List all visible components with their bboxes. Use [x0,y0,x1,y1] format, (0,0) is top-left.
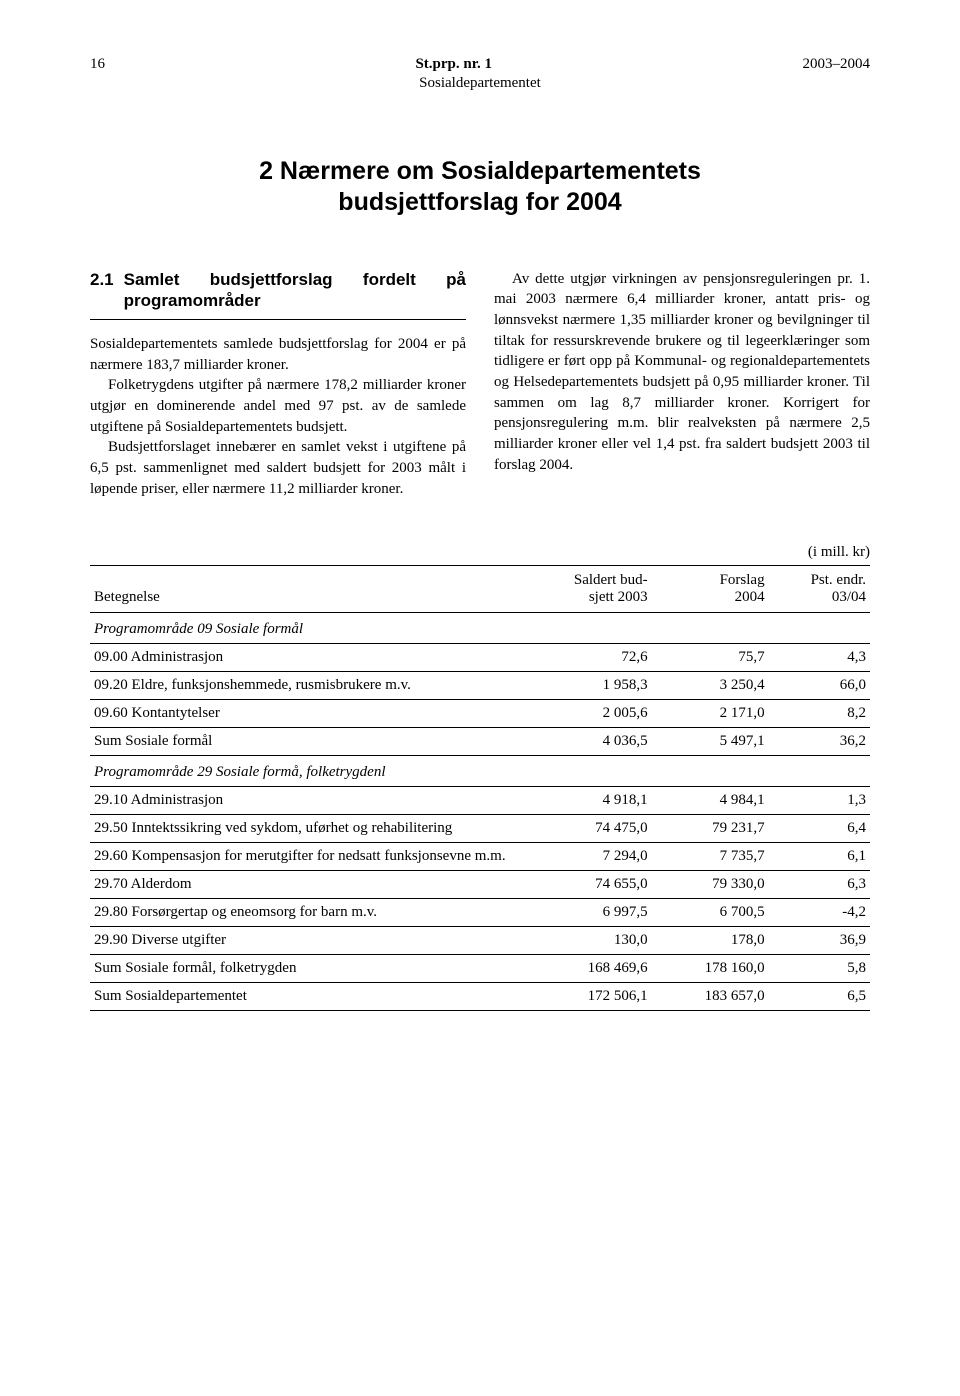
section-heading: 2.1 Samlet budsjettforslag fordelt på pr… [90,269,466,312]
col-header-betegnelse: Betegnelse [90,565,519,612]
table-row: 29.60 Kompensasjon for merutgifter for n… [90,842,870,870]
row-value: 8,2 [769,699,870,727]
table-row: 09.20 Eldre, funksjonshemmede, rusmisbru… [90,671,870,699]
col-header-line: 03/04 [832,589,866,605]
paragraph: Folketrygdens utgifter på nærmere 178,2 … [90,375,466,437]
paragraph: Budsjettforslaget innebærer en samlet ve… [90,437,466,499]
table-total-row: Sum Sosialdepartementet 172 506,1 183 65… [90,982,870,1010]
table-sum-row: Sum Sosiale formål 4 036,5 5 497,1 36,2 [90,727,870,755]
row-label: Sum Sosialdepartementet [90,982,519,1010]
row-label: 29.50 Inntektssikring ved sykdom, uførhe… [90,814,519,842]
row-value: 6,5 [769,982,870,1010]
year-range: 2003–2004 [803,56,871,73]
section-title: Samlet budsjettforslag fordelt på progra… [124,269,466,312]
row-label: 09.00 Administrasjon [90,643,519,671]
doc-ref: St.prp. nr. 1 [415,56,492,73]
row-value: 36,2 [769,727,870,755]
row-value: 6,3 [769,870,870,898]
col-header-saldert: Saldert bud- sjett 2003 [519,565,652,612]
table-row: 29.90 Diverse utgifter 130,0 178,0 36,9 [90,926,870,954]
row-value: 2 005,6 [519,699,652,727]
chapter-title-line1: 2 Nærmere om Sosialdepartementets [90,156,870,187]
row-value: 79 231,7 [652,814,769,842]
row-value: 1,3 [769,786,870,814]
row-value: 6,1 [769,842,870,870]
section-number: 2.1 [90,269,114,312]
row-value: 4 984,1 [652,786,769,814]
row-value: 75,7 [652,643,769,671]
budget-table: Betegnelse Saldert bud- sjett 2003 Forsl… [90,565,870,1011]
department-name: Sosialdepartementet [90,75,870,92]
row-label: 29.60 Kompensasjon for merutgifter for n… [90,842,519,870]
row-value: 4,3 [769,643,870,671]
section-label: Programområde 09 Sosiale formål [90,612,870,643]
row-value: 178,0 [652,926,769,954]
table-row: 29.50 Inntektssikring ved sykdom, uførhe… [90,814,870,842]
col-header-forslag: Forslag 2004 [652,565,769,612]
section-label: Programområde 29 Sosiale formå, folketry… [90,755,870,786]
row-value: 5 497,1 [652,727,769,755]
section-rule [90,319,466,320]
row-value: 2 171,0 [652,699,769,727]
row-value: 178 160,0 [652,954,769,982]
col-header-line: Pst. endr. [811,572,866,588]
row-label: Sum Sosiale formål [90,727,519,755]
row-value: 1 958,3 [519,671,652,699]
col-header-line: Saldert bud- [574,572,648,588]
row-label: Sum Sosiale formål, folketrygden [90,954,519,982]
row-label: 29.80 Forsørgertap og eneomsorg for barn… [90,898,519,926]
row-value: 6 997,5 [519,898,652,926]
row-value: 172 506,1 [519,982,652,1010]
row-value: -4,2 [769,898,870,926]
row-value: 3 250,4 [652,671,769,699]
row-value: 74 655,0 [519,870,652,898]
table-header-row: Betegnelse Saldert bud- sjett 2003 Forsl… [90,565,870,612]
chapter-title: 2 Nærmere om Sosialdepartementets budsje… [90,156,870,219]
row-value: 66,0 [769,671,870,699]
row-value: 168 469,6 [519,954,652,982]
table-row: 29.70 Alderdom 74 655,0 79 330,0 6,3 [90,870,870,898]
paragraph: Av dette utgjør virkningen av pensjonsre… [494,269,870,476]
col-header-line: 2004 [735,589,765,605]
row-label: 29.10 Administrasjon [90,786,519,814]
row-value: 72,6 [519,643,652,671]
table-row: 29.80 Forsørgertap og eneomsorg for barn… [90,898,870,926]
row-value: 5,8 [769,954,870,982]
row-value: 7 294,0 [519,842,652,870]
page-number: 16 [90,56,105,73]
row-value: 6,4 [769,814,870,842]
table-unit: (i mill. kr) [90,544,870,561]
row-value: 36,9 [769,926,870,954]
paragraph: Sosialdepartementets samlede budsjettfor… [90,334,466,375]
row-value: 183 657,0 [652,982,769,1010]
table-section-row: Programområde 09 Sosiale formål [90,612,870,643]
row-value: 4 918,1 [519,786,652,814]
left-column: 2.1 Samlet budsjettforslag fordelt på pr… [90,269,466,500]
table-row: 09.60 Kontantytelser 2 005,6 2 171,0 8,2 [90,699,870,727]
right-column: Av dette utgjør virkningen av pensjonsre… [494,269,870,500]
row-value: 79 330,0 [652,870,769,898]
row-label: 09.60 Kontantytelser [90,699,519,727]
table-sum-row: Sum Sosiale formål, folketrygden 168 469… [90,954,870,982]
row-label: 29.70 Alderdom [90,870,519,898]
col-header-line: sjett 2003 [589,589,648,605]
table-row: 29.10 Administrasjon 4 918,1 4 984,1 1,3 [90,786,870,814]
row-value: 74 475,0 [519,814,652,842]
row-value: 130,0 [519,926,652,954]
row-label: 29.90 Diverse utgifter [90,926,519,954]
row-value: 7 735,7 [652,842,769,870]
table-section-row: Programområde 29 Sosiale formå, folketry… [90,755,870,786]
body-columns: 2.1 Samlet budsjettforslag fordelt på pr… [90,269,870,500]
page-header: 16 St.prp. nr. 1 2003–2004 [90,56,870,73]
chapter-title-line2: budsjettforslag for 2004 [90,187,870,218]
col-header-line: Forslag [720,572,765,588]
row-value: 6 700,5 [652,898,769,926]
row-label: 09.20 Eldre, funksjonshemmede, rusmisbru… [90,671,519,699]
row-value: 4 036,5 [519,727,652,755]
table-row: 09.00 Administrasjon 72,6 75,7 4,3 [90,643,870,671]
col-header-pst: Pst. endr. 03/04 [769,565,870,612]
